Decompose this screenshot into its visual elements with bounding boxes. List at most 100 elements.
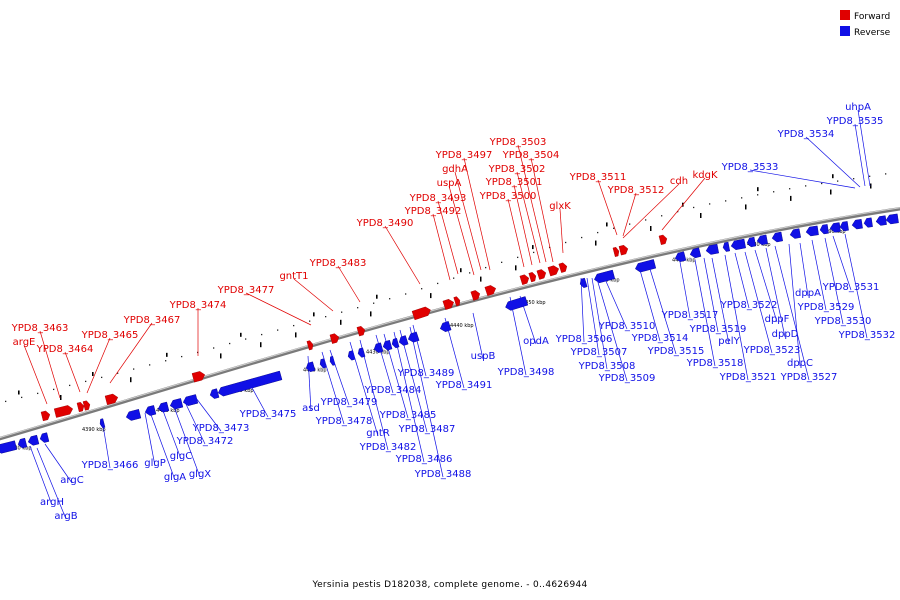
reverse-gene-feature[interactable]: [217, 370, 283, 397]
gene-label[interactable]: YPD8_3534: [777, 129, 835, 140]
reverse-gene-feature[interactable]: [144, 405, 157, 416]
gene-label[interactable]: YPD8_3521: [719, 372, 777, 383]
reverse-gene-feature[interactable]: [730, 238, 746, 250]
gene-label[interactable]: kdgK: [692, 170, 717, 181]
reverse-gene-feature[interactable]: [0, 440, 18, 455]
reverse-gene-feature[interactable]: [319, 358, 327, 369]
reverse-gene-feature[interactable]: [839, 221, 849, 232]
reverse-gene-feature[interactable]: [99, 418, 106, 429]
reverse-gene-feature[interactable]: [593, 269, 616, 284]
reverse-gene-feature[interactable]: [756, 234, 768, 246]
gene-label[interactable]: uhpA: [845, 102, 871, 113]
gene-label[interactable]: YPD8_3504: [502, 150, 560, 161]
gene-label[interactable]: YPD8_3511: [569, 172, 627, 183]
gene-label[interactable]: YPD8_3509: [598, 373, 656, 384]
gene-label[interactable]: YPD8_3501: [485, 177, 543, 188]
gene-label[interactable]: YPD8_3497: [435, 150, 493, 161]
gene-label[interactable]: YPD8_3512: [607, 185, 665, 196]
gene-label[interactable]: argH: [40, 497, 64, 508]
gene-label[interactable]: YPD8_3490: [356, 218, 414, 229]
gene-label[interactable]: uspB: [471, 351, 496, 362]
gene-label[interactable]: asd: [302, 403, 320, 414]
gene-label[interactable]: cdh: [670, 176, 688, 187]
forward-gene-feature[interactable]: [484, 284, 497, 297]
gene-label[interactable]: glgC: [170, 451, 192, 462]
forward-gene-feature[interactable]: [82, 400, 91, 411]
gene-label[interactable]: YPD8_3477: [217, 285, 275, 296]
forward-gene-feature[interactable]: [547, 264, 560, 277]
forward-gene-feature[interactable]: [104, 393, 119, 405]
reverse-gene-feature[interactable]: [504, 296, 529, 311]
gene-label[interactable]: YPD8_3463: [11, 323, 69, 334]
gene-label[interactable]: YPD8_3530: [814, 316, 872, 327]
reverse-gene-feature[interactable]: [125, 409, 142, 421]
reverse-gene-feature[interactable]: [169, 398, 184, 410]
reverse-gene-feature[interactable]: [391, 338, 400, 349]
gene-label[interactable]: YPD8_3486: [395, 454, 453, 465]
reverse-gene-feature[interactable]: [885, 213, 899, 225]
gene-label[interactable]: YPD8_3518: [686, 358, 744, 369]
forward-gene-feature[interactable]: [470, 289, 481, 301]
forward-gene-feature[interactable]: [612, 247, 620, 257]
forward-gene-feature[interactable]: [191, 370, 206, 383]
reverse-gene-feature[interactable]: [398, 335, 409, 347]
gene-label[interactable]: glgX: [189, 469, 211, 480]
gene-label[interactable]: gntR: [366, 428, 390, 439]
forward-gene-feature[interactable]: [453, 296, 462, 307]
gene-label[interactable]: YPD8_3478: [315, 416, 373, 427]
forward-gene-feature[interactable]: [519, 274, 530, 285]
reverse-gene-feature[interactable]: [634, 259, 657, 273]
gene-label[interactable]: YPD8_3466: [81, 460, 139, 471]
forward-gene-feature[interactable]: [536, 268, 547, 280]
gene-label[interactable]: YPD8_3517: [661, 310, 719, 321]
gene-label[interactable]: YPD8_3484: [364, 385, 422, 396]
gene-label[interactable]: YPD8_3500: [479, 191, 537, 202]
gene-label[interactable]: YPD8_3493: [409, 193, 467, 204]
reverse-gene-feature[interactable]: [829, 222, 841, 233]
gene-label[interactable]: YPD8_3465: [81, 330, 139, 341]
gene-label[interactable]: YPD8_3515: [647, 346, 705, 357]
gene-label[interactable]: YPD8_3479: [320, 397, 378, 408]
reverse-gene-feature[interactable]: [746, 236, 757, 248]
gene-label[interactable]: argB: [54, 511, 77, 522]
gene-label[interactable]: YPD8_3506: [555, 334, 613, 345]
gene-label[interactable]: YPD8_3508: [578, 361, 636, 372]
gene-label[interactable]: YPD8_3529: [797, 302, 855, 313]
forward-gene-feature[interactable]: [76, 402, 85, 413]
gene-label[interactable]: YPD8_3527: [780, 372, 838, 383]
gene-label[interactable]: YPD8_3473: [192, 423, 250, 434]
gene-label[interactable]: YPD8_3507: [570, 347, 628, 358]
gene-label[interactable]: YPD8_3489: [397, 368, 455, 379]
forward-gene-feature[interactable]: [53, 404, 74, 418]
gene-label[interactable]: YPD8_3531: [822, 282, 880, 293]
reverse-gene-feature[interactable]: [347, 350, 356, 361]
reverse-gene-feature[interactable]: [27, 434, 40, 446]
reverse-gene-feature[interactable]: [875, 215, 887, 226]
reverse-gene-feature[interactable]: [579, 277, 588, 288]
forward-gene-feature[interactable]: [658, 234, 668, 245]
reverse-gene-feature[interactable]: [209, 388, 220, 400]
gene-label[interactable]: uspA: [437, 178, 462, 189]
reverse-gene-feature[interactable]: [789, 228, 801, 240]
forward-gene-feature[interactable]: [329, 333, 340, 344]
gene-label[interactable]: YPD8_3472: [176, 436, 234, 447]
reverse-gene-feature[interactable]: [329, 355, 336, 366]
reverse-gene-feature[interactable]: [382, 339, 393, 351]
reverse-gene-feature[interactable]: [771, 231, 783, 243]
gene-label[interactable]: YPD8_3523: [743, 345, 801, 356]
reverse-gene-feature[interactable]: [39, 432, 50, 444]
gene-label[interactable]: YPD8_3488: [414, 469, 472, 480]
forward-gene-feature[interactable]: [356, 326, 366, 337]
reverse-gene-feature[interactable]: [819, 224, 829, 235]
gene-label[interactable]: gdhA: [442, 164, 468, 175]
forward-gene-feature[interactable]: [442, 298, 455, 310]
gene-label[interactable]: argE: [13, 337, 36, 348]
forward-gene-feature[interactable]: [411, 306, 432, 321]
gene-label[interactable]: YPD8_3535: [826, 116, 884, 127]
gene-label[interactable]: opdA: [523, 336, 549, 347]
gene-label[interactable]: YPD8_3522: [720, 300, 778, 311]
gene-label[interactable]: YPD8_3464: [36, 344, 94, 355]
forward-gene-feature[interactable]: [528, 272, 537, 283]
gene-label[interactable]: YPD8_3487: [398, 424, 456, 435]
forward-gene-feature[interactable]: [558, 262, 568, 273]
